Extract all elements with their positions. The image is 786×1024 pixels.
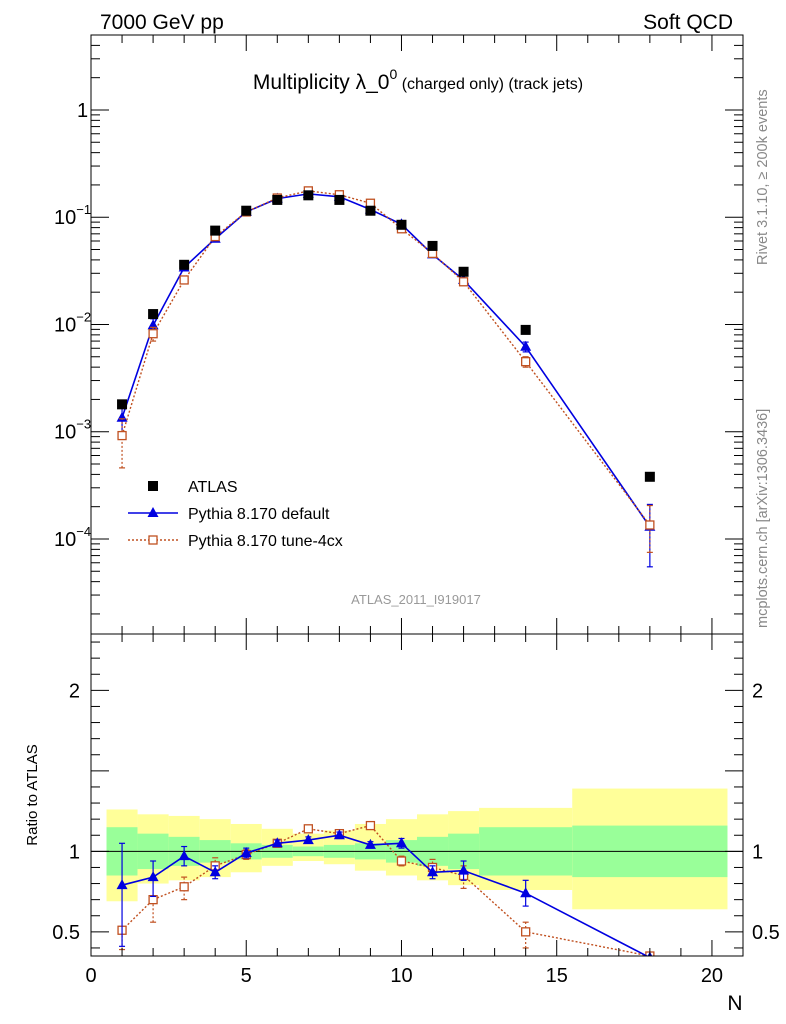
pythia-default-line: [121, 193, 651, 528]
legend-item: Pythia 8.170 tune-4cx: [128, 533, 343, 550]
legend-item: Pythia 8.170 default: [128, 506, 330, 523]
atlas-data-point: [210, 225, 221, 236]
ratio-pythia-default-point: [427, 866, 439, 877]
legend-marker: [148, 535, 158, 545]
legend-marker: [148, 481, 158, 491]
ratio-series-layer: [116, 820, 655, 956]
main-axes: 10−410−310−210−11: [54, 34, 744, 634]
main-y-tick-label: 10−2: [54, 309, 91, 336]
ratio-pythia-default-point: [240, 846, 252, 857]
ratio-x-tick-label: 0: [85, 965, 96, 987]
pythia-tune4cx-point: [458, 277, 469, 287]
legend-label: Pythia 8.170 default: [188, 506, 330, 523]
main-y-tick-label-base: 10: [54, 314, 76, 336]
ratio-pythia-default-point: [520, 887, 532, 898]
ratio-axes: 0.5 0.51 12 20 5 10 15 20: [52, 634, 780, 987]
ratio-x-tick-label: 10: [390, 965, 412, 987]
atlas-data-point: [272, 194, 283, 205]
side-label-mcplots: mcplots.cern.ch [arXiv:1306.3436]: [755, 409, 771, 628]
ratio-pythia-default-line: [121, 834, 649, 956]
atlas-data-point: [334, 194, 345, 205]
pythia-tune4cx-point: [521, 357, 531, 367]
ratio-pythia-default-point: [271, 837, 283, 848]
main-y-tick-label-base: 10: [54, 529, 76, 551]
atlas-data-point: [458, 266, 469, 277]
side-label-rivet: Rivet 3.1.10, ≥ 200k events: [755, 89, 771, 265]
atlas-data-point: [365, 205, 376, 216]
atlas-data-point: [148, 309, 159, 320]
atlas-data-point: [179, 259, 190, 270]
main-y-tick-label-exp: −1: [76, 202, 91, 217]
ratio-pythia-tune4cx-point: [179, 882, 189, 892]
legend-item: ATLAS: [148, 479, 238, 496]
pythia-default-point: [116, 411, 128, 422]
ratio-pythia-tune4cx-point: [303, 824, 313, 834]
atlas-data-point: [303, 190, 314, 201]
pythia-tune4cx-point: [148, 329, 158, 339]
pythia-tune4cx-point: [117, 430, 127, 441]
ratio-x-tick-label: 15: [546, 965, 568, 987]
atlas-data-point: [241, 205, 252, 216]
main-y-tick-label-exp: −4: [76, 524, 91, 539]
ratio-pythia-tune4cx-point: [521, 927, 531, 937]
x-axis-label: N: [727, 992, 742, 1015]
main-y-tick-label-base: 10: [54, 207, 76, 229]
main-y-tick-label: 10−3: [54, 417, 91, 444]
ratio-pythia-default-point: [302, 834, 314, 845]
ratio-pythia-default-point: [395, 837, 407, 848]
ratio-pythia-default-point: [458, 864, 470, 875]
atlas-data-point: [396, 219, 407, 230]
pythia-tune4cx-point: [645, 520, 655, 530]
analysis-id: ATLAS_2011_I919017: [351, 592, 481, 607]
main-y-tick-label: 10−4: [54, 524, 91, 551]
ratio-plot-panel: 0.5 0.51 12 20 5 10 15 20 Ratio to ATLAS N: [24, 633, 780, 1015]
atlas-data-point: [644, 471, 655, 482]
legend: ATLAS Pythia 8.170 default Pythia 8.170 tu…: [128, 479, 343, 550]
main-y-tick-label: 10−1: [54, 202, 91, 229]
pythia-default-point: [520, 340, 532, 351]
header-right: Soft QCD: [643, 11, 733, 34]
legend-label: ATLAS: [188, 479, 238, 496]
ratio-y-tick-label-left: 1: [69, 841, 80, 863]
pythia-tune4cx-point: [179, 275, 189, 285]
atlas-data-point: [427, 240, 438, 251]
legend-marker: [147, 507, 159, 517]
ratio-pythia-tune4cx-point: [396, 856, 407, 866]
ratio-y-tick-label-left: 2: [69, 680, 80, 702]
title-tail: (charged only) (track jets): [397, 76, 583, 93]
pythia-tune4cx-line: [121, 190, 651, 526]
main-series-layer: [116, 186, 656, 568]
ratio-y-tick-label-left: 0.5: [52, 922, 80, 944]
main-y-tick-label-base: 10: [54, 422, 76, 444]
ratio-pythia-default-point: [209, 866, 221, 877]
ratio-x-tick-label: 20: [701, 965, 723, 987]
main-y-tick-label-exp: −2: [76, 309, 91, 324]
ratio-pythia-default-point: [178, 850, 190, 861]
ratio-y-tick-label-right: 2: [752, 680, 763, 702]
ratio-pythia-tune4cx-point: [365, 820, 376, 831]
ratio-ylabel: Ratio to ATLAS: [24, 744, 41, 845]
main-plot-panel: 10−410−310−210−11 Multiplicity λ_00 (cha…: [54, 34, 744, 635]
ratio-pythia-default-point: [364, 838, 376, 849]
atlas-data-point: [520, 324, 531, 335]
ratio-y-tick-label-right: 0.5: [752, 922, 780, 944]
ratio-pythia-default-point: [147, 871, 159, 882]
ratio-uncertainty-bands: [106, 788, 728, 910]
main-y-tick-label-base: 1: [77, 100, 88, 122]
legend-label: Pythia 8.170 tune-4cx: [188, 533, 343, 550]
ratio-x-tick-label: 5: [241, 965, 252, 987]
ratio-pythia-default-point: [116, 879, 128, 890]
title-main: Multiplicity λ_0: [253, 71, 390, 94]
main-y-tick-label: 1: [77, 100, 88, 122]
main-title: Multiplicity λ_00 (charged only) (track …: [253, 66, 583, 94]
ratio-y-tick-label-right: 1: [752, 841, 763, 863]
main-y-tick-label-exp: −3: [76, 417, 91, 432]
title-sup: 0: [389, 66, 397, 82]
header-left: 7000 GeV pp: [100, 11, 224, 34]
ratio-pythia-default-point: [333, 829, 345, 840]
atlas-data-point: [117, 399, 128, 410]
ratio-frame: [90, 633, 744, 957]
